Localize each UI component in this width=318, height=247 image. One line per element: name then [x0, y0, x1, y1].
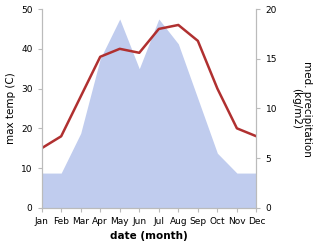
Y-axis label: max temp (C): max temp (C) — [5, 73, 16, 144]
X-axis label: date (month): date (month) — [110, 231, 188, 242]
Y-axis label: med. precipitation
(kg/m2): med. precipitation (kg/m2) — [291, 61, 313, 156]
